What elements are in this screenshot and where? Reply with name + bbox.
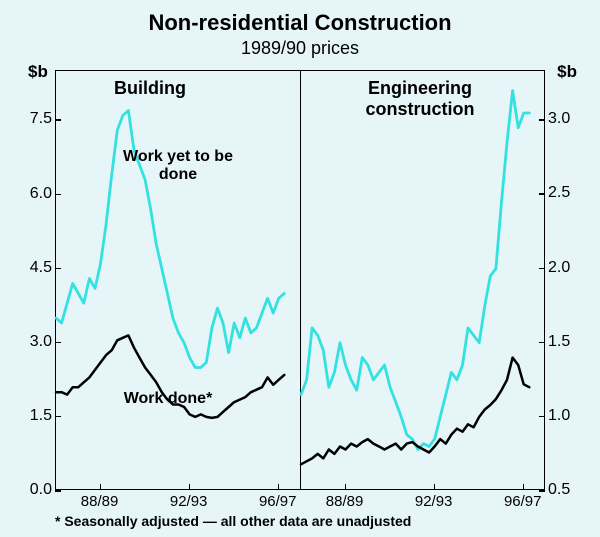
- ytick-left-0: 0.0: [12, 481, 52, 499]
- xtick-building-88/89: 88/89: [81, 493, 119, 510]
- ytick-right-2.5: 2.5: [548, 184, 588, 202]
- chart-plot-area: [55, 70, 545, 490]
- ytick-right-2: 2.0: [548, 259, 588, 277]
- chart-title: Non-residential Construction: [0, 0, 600, 36]
- ytick-left-3: 3.0: [12, 333, 52, 351]
- ytick-left-1.5: 1.5: [12, 407, 52, 425]
- series-label-building-work-yet: Work yet to bedone: [108, 148, 248, 184]
- panel-label-building: Building: [70, 78, 230, 99]
- xtick-engineering-88/89: 88/89: [326, 493, 364, 510]
- ytick-left-7.5: 7.5: [12, 110, 52, 128]
- ytick-left-4.5: 4.5: [12, 259, 52, 277]
- xtick-building-96/97: 96/97: [259, 493, 297, 510]
- ytick-right-1: 1.0: [548, 407, 588, 425]
- ytick-right-0.5: 0.5: [548, 481, 588, 499]
- chart-footnote: * Seasonally adjusted — all other data a…: [55, 513, 411, 529]
- plot-svg: [56, 71, 544, 489]
- y-axis-unit-right: $b: [557, 62, 577, 82]
- xtick-building-92/93: 92/93: [170, 493, 208, 510]
- panel-label-engineering: Engineeringconstruction: [340, 78, 500, 120]
- y-axis-unit-left: $b: [28, 62, 48, 82]
- ytick-right-3: 3.0: [548, 110, 588, 128]
- ytick-right-1.5: 1.5: [548, 333, 588, 351]
- chart-subtitle: 1989/90 prices: [0, 38, 600, 59]
- xtick-engineering-96/97: 96/97: [504, 493, 542, 510]
- eng-work-yet: [301, 91, 529, 450]
- series-label-building-work-done: Work done*: [98, 390, 238, 408]
- ytick-left-6: 6.0: [12, 185, 52, 203]
- xtick-engineering-92/93: 92/93: [415, 493, 453, 510]
